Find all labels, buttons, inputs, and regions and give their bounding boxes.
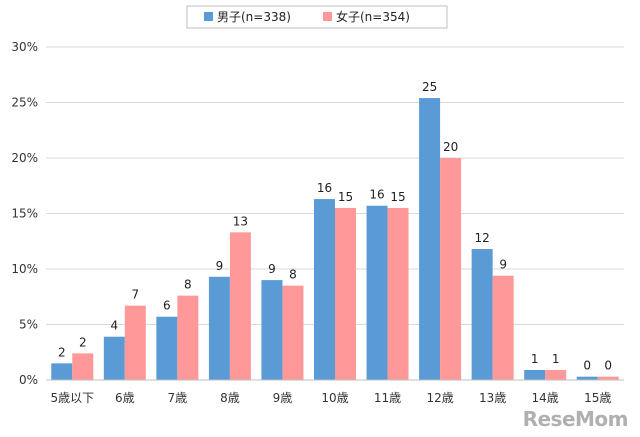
data-label: 15: [390, 190, 405, 204]
x-tick-label: 6歳: [115, 391, 135, 405]
x-tick-label: 10歳: [321, 391, 348, 405]
watermark-logo: ReseMom: [522, 407, 629, 431]
bar-female: [545, 370, 567, 380]
x-tick-label: 13歳: [479, 391, 506, 405]
x-tick-label: 11歳: [374, 391, 401, 405]
data-label: 0: [583, 359, 591, 373]
legend-entry: 男子(n=338): [217, 10, 291, 24]
bar-female: [72, 353, 94, 380]
bar-male: [51, 363, 73, 380]
data-label: 9: [268, 262, 276, 276]
x-tick-label: 5歳以下: [50, 391, 94, 405]
bar-male: [156, 316, 178, 380]
legend-swatch: [204, 12, 213, 21]
bar-female: [177, 295, 199, 380]
data-label: 12: [474, 231, 489, 245]
data-label: 2: [79, 335, 87, 349]
data-label: 20: [443, 140, 458, 154]
data-label: 16: [317, 181, 332, 195]
data-label: 6: [163, 299, 171, 313]
data-label: 8: [184, 278, 192, 292]
y-tick-label: 25%: [11, 96, 38, 110]
data-label: 1: [552, 352, 560, 366]
bar-female: [597, 376, 619, 380]
y-tick-label: 15%: [11, 207, 38, 221]
bar-female: [229, 232, 251, 380]
bar-male: [471, 249, 493, 380]
y-tick-label: 0%: [19, 373, 38, 387]
x-tick-label: 15歳: [584, 391, 611, 405]
legend-entry: 女子(n=354): [336, 9, 410, 24]
data-label: 2: [58, 345, 66, 359]
bar-male: [524, 370, 546, 380]
x-tick-label: 7歳: [168, 391, 188, 405]
y-tick-label: 5%: [19, 318, 38, 332]
legend-swatch: [323, 12, 332, 21]
data-label: 7: [131, 288, 139, 302]
bar-male: [366, 205, 388, 380]
x-axis-ticks: 5歳以下 6歳 7歳 8歳 9歳 10歳 11歳 12歳 13歳 14歳 15歳: [50, 391, 611, 405]
y-tick-label: 30%: [11, 40, 38, 54]
bar-female: [387, 207, 409, 380]
data-label: 25: [422, 80, 437, 94]
data-label: 16: [369, 188, 384, 202]
x-tick-label: 9歳: [273, 391, 293, 405]
bar-female: [335, 207, 356, 380]
data-label: 15: [338, 190, 353, 204]
data-labels: 2 4 6 9 9 16 16 25 12 1 0 2 7 8 13 8 15 15 20 9 1 0: [58, 80, 612, 373]
bar-male: [103, 336, 125, 380]
bar-female: [492, 275, 514, 380]
data-label: 13: [233, 214, 248, 228]
y-axis-ticks: 0% 5% 10% 15% 20% 25% 30%: [11, 40, 38, 387]
x-tick-label: 12歳: [426, 391, 453, 405]
data-label: 9: [216, 259, 224, 273]
data-label: 8: [289, 268, 297, 282]
bar-male: [314, 199, 335, 380]
bars: [51, 98, 619, 380]
bar-female: [440, 158, 462, 380]
legend: 男子(n=338) 女子(n=354): [186, 5, 448, 29]
bar-male: [261, 280, 283, 380]
data-label: 0: [604, 359, 612, 373]
y-tick-label: 10%: [11, 262, 38, 276]
data-label: 4: [110, 319, 118, 333]
x-tick-label: 8歳: [220, 391, 240, 405]
bar-male: [419, 98, 441, 380]
x-tick-label: 14歳: [532, 391, 559, 405]
data-label: 9: [499, 258, 507, 272]
bar-male: [576, 376, 598, 380]
bar-female: [282, 285, 304, 380]
bar-female: [124, 305, 146, 380]
y-tick-label: 20%: [11, 151, 38, 165]
data-label: 1: [531, 352, 539, 366]
legend-box: [186, 5, 448, 29]
bar-male: [208, 276, 230, 380]
